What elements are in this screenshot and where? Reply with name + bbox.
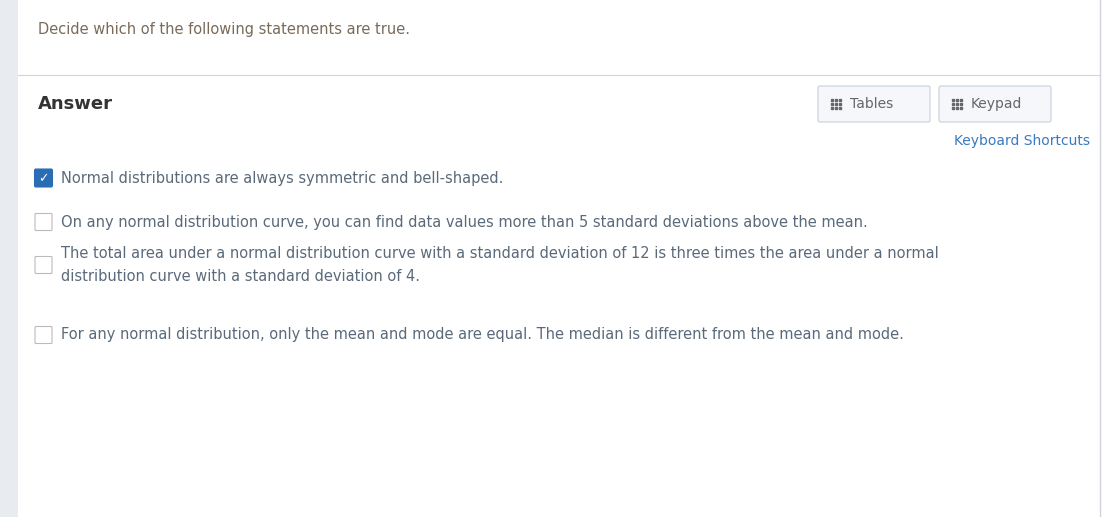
Text: Keyboard Shortcuts: Keyboard Shortcuts xyxy=(955,134,1090,148)
Text: Answer: Answer xyxy=(38,95,113,113)
Text: Keypad: Keypad xyxy=(971,97,1023,111)
Text: Normal distributions are always symmetric and bell-shaped.: Normal distributions are always symmetri… xyxy=(62,171,504,186)
Bar xyxy=(0,0,18,517)
Text: On any normal distribution curve, you can find data values more than 5 standard : On any normal distribution curve, you ca… xyxy=(62,215,867,230)
Text: For any normal distribution, only the mean and mode are equal. The median is dif: For any normal distribution, only the me… xyxy=(62,327,904,342)
FancyBboxPatch shape xyxy=(35,256,51,273)
Text: ✓: ✓ xyxy=(38,172,49,185)
Text: The total area under a normal distribution curve with a standard deviation of 12: The total area under a normal distributi… xyxy=(62,247,939,284)
FancyBboxPatch shape xyxy=(818,86,930,122)
FancyBboxPatch shape xyxy=(35,170,51,187)
Text: Decide which of the following statements are true.: Decide which of the following statements… xyxy=(38,22,410,37)
FancyBboxPatch shape xyxy=(939,86,1051,122)
FancyBboxPatch shape xyxy=(35,214,51,231)
Text: Tables: Tables xyxy=(850,97,893,111)
FancyBboxPatch shape xyxy=(35,327,51,343)
